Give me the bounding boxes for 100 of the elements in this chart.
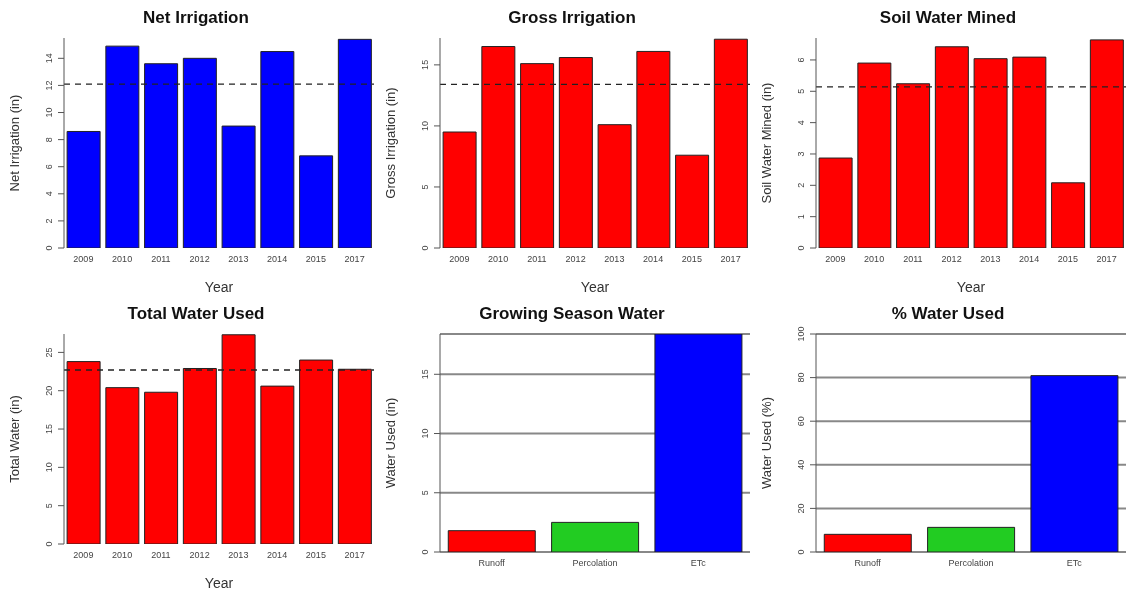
- y-tick-label: 15: [420, 369, 430, 380]
- y-tick-label: 14: [44, 53, 54, 64]
- y-tick-label: 8: [44, 137, 54, 143]
- x-tick-label: Runoff: [854, 558, 882, 569]
- y-tick-label: 25: [44, 347, 54, 358]
- x-tick-label: 2011: [151, 550, 171, 561]
- x-tick-label: 2012: [189, 550, 210, 561]
- y-tick-label: 0: [796, 245, 806, 251]
- y-tick-label: 10: [420, 428, 430, 439]
- x-tick-label: 2011: [151, 254, 171, 265]
- x-tick-label: 2010: [864, 254, 885, 265]
- y-tick-label: 0: [420, 549, 430, 555]
- x-tick-label: 2009: [73, 254, 94, 265]
- y-tick-label: 5: [420, 490, 430, 496]
- bar: [66, 130, 101, 248]
- x-tick-label: 2017: [344, 550, 365, 561]
- y-tick-label: 5: [420, 184, 430, 190]
- y-tick-label: 10: [44, 462, 54, 473]
- x-tick-label: 2010: [112, 550, 133, 561]
- x-tick-label: 2010: [112, 254, 133, 265]
- bar: [299, 155, 334, 248]
- x-tick-label: 2009: [449, 254, 470, 265]
- x-tick-label: 2014: [267, 550, 288, 561]
- x-tick-label: 2013: [228, 254, 249, 265]
- y-tick-label: 6: [796, 57, 806, 63]
- bar: [260, 385, 295, 544]
- y-axis-title: Net Irrigation (in): [6, 94, 22, 192]
- y-tick-label: 1: [796, 214, 806, 220]
- x-tick-label: Percolation: [572, 558, 618, 569]
- x-tick-label: 2011: [903, 254, 923, 265]
- chart-title: Soil Water Mined: [878, 8, 1018, 29]
- x-tick-label: 2013: [980, 254, 1001, 265]
- x-tick-label: 2014: [1019, 254, 1040, 265]
- x-tick-label: 2015: [681, 254, 702, 265]
- y-tick-label: 5: [44, 503, 54, 509]
- y-tick-label: 15: [44, 424, 54, 435]
- y-tick-label: 4: [796, 120, 806, 126]
- x-tick-label: 2015: [305, 254, 326, 265]
- x-tick-label: 2014: [643, 254, 664, 265]
- bar: [144, 391, 179, 544]
- x-tick-label: 2009: [73, 550, 94, 561]
- x-tick-label: 2015: [305, 550, 326, 561]
- y-tick-label: 2: [44, 218, 54, 224]
- y-tick-label: 100: [796, 326, 806, 342]
- y-tick-label: 20: [796, 503, 806, 514]
- x-tick-label: 2010: [488, 254, 509, 265]
- y-axis-title: Soil Water Mined (in): [758, 82, 774, 204]
- chart-title: Growing Season Water: [478, 304, 666, 325]
- y-tick-label: 0: [796, 549, 806, 555]
- x-axis-title: Year: [204, 279, 234, 295]
- bar: [654, 334, 743, 552]
- bar: [818, 157, 853, 248]
- chart-title: % Water Used: [890, 304, 1006, 325]
- y-tick-label: 60: [796, 416, 806, 427]
- y-axis-title: Gross Irrigation (in): [382, 87, 398, 199]
- x-axis-title: Year: [204, 575, 234, 591]
- bar: [442, 131, 477, 248]
- y-tick-label: 4: [44, 191, 54, 197]
- x-tick-label: 2012: [189, 254, 210, 265]
- bar: [1030, 375, 1119, 552]
- y-tick-label: 0: [44, 245, 54, 251]
- bar: [927, 526, 1016, 552]
- x-tick-label: 2013: [604, 254, 625, 265]
- x-tick-label: Percolation: [948, 558, 994, 569]
- x-tick-label: Runoff: [478, 558, 506, 569]
- x-tick-label: 2017: [720, 254, 741, 265]
- x-tick-label: ETc: [690, 558, 707, 569]
- x-tick-label: 2017: [1096, 254, 1117, 265]
- y-tick-label: 40: [796, 459, 806, 470]
- y-tick-label: 5: [796, 88, 806, 94]
- x-tick-label: 2014: [267, 254, 288, 265]
- bar: [551, 521, 640, 552]
- y-tick-label: 20: [44, 385, 54, 396]
- bar: [447, 530, 536, 552]
- y-tick-label: 3: [796, 151, 806, 157]
- bar: [221, 125, 256, 248]
- y-tick-label: 0: [420, 245, 430, 251]
- y-tick-label: 0: [44, 541, 54, 547]
- x-axis-title: Year: [956, 279, 986, 295]
- x-tick-label: 2009: [825, 254, 846, 265]
- chart-title: Net Irrigation: [142, 8, 250, 29]
- y-tick-label: 10: [420, 120, 430, 131]
- x-tick-label: 2013: [228, 550, 249, 561]
- bar: [597, 124, 632, 248]
- bar: [823, 533, 912, 552]
- x-axis-title: Year: [580, 279, 610, 295]
- x-tick-label: 2011: [527, 254, 547, 265]
- y-tick-label: 6: [44, 164, 54, 170]
- y-tick-label: 15: [420, 59, 430, 70]
- y-tick-label: 2: [796, 182, 806, 188]
- chart-title: Gross Irrigation: [507, 8, 637, 29]
- bar: [675, 154, 710, 248]
- x-tick-label: 2015: [1057, 254, 1078, 265]
- y-tick-label: 80: [796, 372, 806, 383]
- y-tick-label: 10: [44, 107, 54, 118]
- x-tick-label: 2012: [941, 254, 962, 265]
- bar: [1051, 182, 1086, 248]
- x-tick-label: ETc: [1066, 558, 1083, 569]
- bar: [105, 387, 140, 544]
- y-tick-label: 12: [44, 80, 54, 91]
